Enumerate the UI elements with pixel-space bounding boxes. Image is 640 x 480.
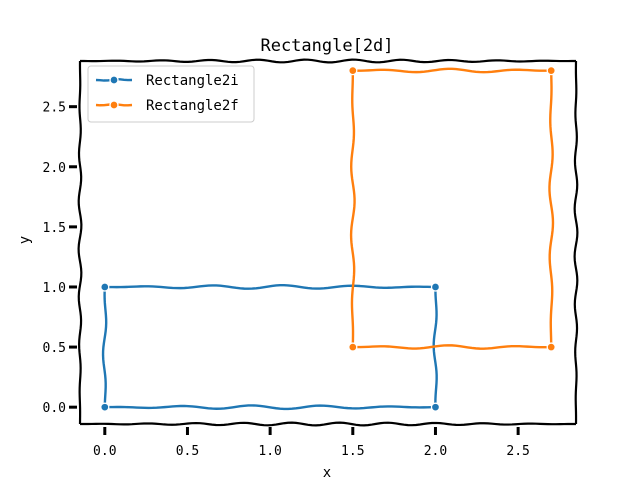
series-line: [349, 67, 555, 350]
x-tick-label: 2.0: [424, 444, 447, 459]
y-tick-label: 1.0: [43, 281, 66, 296]
legend: Rectangle2i Rectangle2f: [87, 65, 255, 123]
legend-label: Rectangle2i: [146, 73, 239, 89]
data-point: [430, 402, 441, 412]
x-tick-label: 1.0: [258, 444, 281, 459]
plot-frame: [77, 58, 579, 427]
data-point: [546, 342, 556, 352]
legend-item: Rectangle2f: [95, 98, 239, 114]
legend-marker: [109, 75, 119, 85]
y-tick-label: 0.5: [43, 341, 66, 356]
frame-right: [573, 60, 579, 425]
frame-bottom: [79, 421, 577, 427]
y-axis-label: y: [17, 236, 33, 244]
legend-item: Rectangle2i: [95, 73, 239, 89]
series-layer: [100, 65, 556, 412]
legend-marker: [109, 100, 119, 110]
chart-title: Rectangle[2d]: [260, 36, 393, 56]
frame-left: [77, 60, 83, 425]
axis-ticks: 0.0 0.5 1.0 1.5 2.0 2.5 0.0 0.5 1.0 1.5 2.0 2.5: [43, 101, 530, 459]
data-point: [430, 282, 441, 292]
data-point: [348, 65, 358, 76]
y-tick-label: 2.5: [43, 101, 66, 116]
data-point: [348, 342, 358, 352]
x-tick-label: 0.0: [93, 444, 116, 459]
frame-top: [79, 58, 577, 64]
data-point: [100, 282, 110, 292]
series-Rectangle2i: [100, 282, 441, 412]
x-axis-label: x: [323, 465, 331, 480]
y-tick-label: 2.0: [43, 161, 66, 176]
data-point: [100, 402, 110, 412]
series-Rectangle2f: [348, 65, 556, 352]
y-tick-label: 0.0: [43, 401, 66, 416]
data-point: [546, 65, 556, 76]
x-tick-label: 0.5: [176, 444, 199, 459]
x-tick-label: 1.5: [341, 444, 364, 459]
x-tick-label: 2.5: [506, 444, 529, 459]
legend-label: Rectangle2f: [146, 98, 239, 114]
y-tick-label: 1.5: [43, 221, 66, 236]
